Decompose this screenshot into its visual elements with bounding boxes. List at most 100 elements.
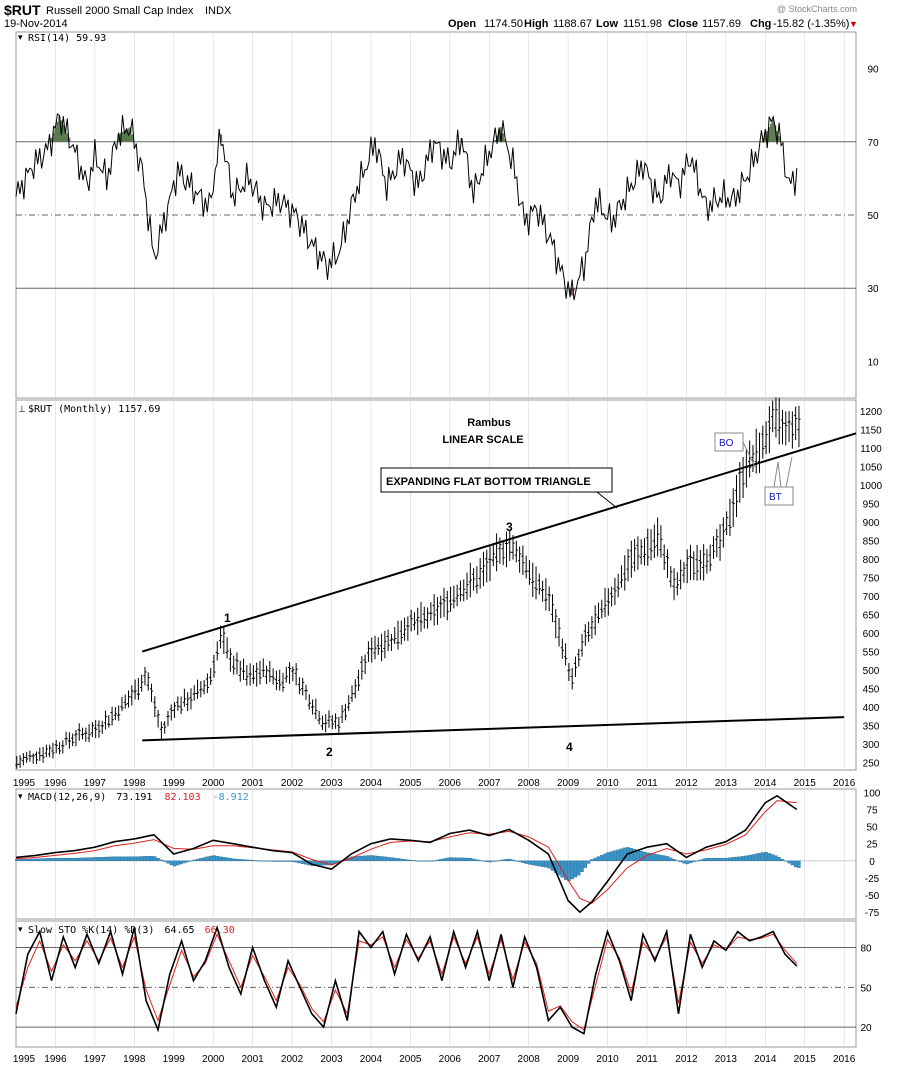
macd-hist-bar — [159, 859, 164, 861]
price-bar — [721, 517, 725, 548]
price-bar — [702, 544, 706, 581]
macd-hist-bar — [169, 860, 173, 866]
x-tick-2015: 2015 — [794, 778, 817, 789]
macd-hist-bar — [199, 858, 203, 861]
macd-hist-bar — [682, 860, 686, 864]
price-bar — [199, 681, 203, 698]
macd-hist-bar — [366, 855, 371, 861]
sto-panel-frame — [15, 920, 857, 1048]
macd-hist-bar — [215, 855, 219, 861]
price-grid — [55, 400, 845, 770]
price-bar — [264, 665, 269, 685]
price-bar — [90, 722, 94, 738]
macd-hist-bar — [662, 855, 666, 861]
price-bar — [182, 688, 186, 707]
macd-hist-bar — [797, 860, 801, 868]
price-bar — [616, 573, 620, 598]
price-bar — [518, 546, 522, 573]
price-bar — [708, 544, 712, 572]
macd-hist-bar — [363, 855, 367, 861]
macd-hist-bar — [692, 860, 696, 863]
price-bar — [794, 406, 798, 440]
macd-hist-bar — [764, 852, 768, 861]
macd-hist-bar — [255, 860, 259, 862]
price-bar — [212, 654, 216, 678]
macd-hist-bar — [577, 860, 581, 876]
price-bar — [567, 663, 571, 681]
price-ticks: 250 300 350 400 450 500 550 600 650 700 750 800 850 9… — [860, 407, 883, 769]
price-bar — [314, 698, 318, 720]
macd-hist-bar — [370, 855, 374, 861]
macd-hist-bar — [465, 857, 469, 861]
macd-hist-bar — [356, 856, 361, 861]
price-bar — [320, 715, 325, 731]
price-bar — [38, 747, 42, 762]
price-tick-250: 250 — [863, 759, 880, 770]
price-tick-800: 800 — [863, 555, 880, 566]
price-bar — [133, 679, 137, 700]
x-tick-1997: 1997 — [84, 778, 107, 789]
price-bar — [107, 715, 111, 728]
price-bar — [117, 705, 121, 721]
macd-hist-bar — [425, 860, 430, 862]
macd-hist-bar — [771, 854, 775, 861]
price-bar — [587, 621, 591, 642]
macd-hist-bar — [439, 859, 443, 861]
x-tick-2004: 2004 — [360, 778, 383, 789]
price-bar — [18, 755, 22, 768]
price-bar — [478, 558, 482, 589]
macd-hist-bar — [153, 856, 157, 861]
price-bar — [186, 692, 190, 712]
price-bar — [215, 641, 219, 661]
x-tick-2016: 2016 — [833, 778, 856, 789]
price-bar — [232, 655, 236, 675]
price-bar — [527, 560, 532, 585]
price-bar — [94, 720, 98, 738]
price-bar — [103, 710, 108, 730]
price-bar — [376, 637, 380, 655]
x-tick-2000: 2000 — [202, 1054, 225, 1065]
macd-tick-25: 25 — [866, 840, 878, 851]
macd-hist-bar — [468, 858, 472, 861]
price-bar — [771, 400, 775, 433]
x-tick-2004: 2004 — [360, 1054, 383, 1065]
price-legend: $RUT (Monthly) 1157.69 — [28, 404, 160, 415]
x-tick-2011: 2011 — [636, 1054, 658, 1065]
price-bar — [350, 685, 354, 702]
sto-ticks: 20 50 80 — [860, 944, 872, 1035]
macd-hist-bar — [728, 857, 732, 861]
macd-hist-bar — [708, 857, 712, 861]
x-tick-2012: 2012 — [675, 778, 698, 789]
macd-hist-bar — [738, 856, 742, 861]
macd-hist-bar — [15, 859, 19, 861]
price-bar — [501, 540, 505, 566]
macd-ticks: -75 -50 -25 0 25 50 75 100 — [864, 788, 881, 919]
chart-title: Rambus — [467, 417, 510, 429]
macd-hist-bar — [67, 857, 72, 861]
price-bar — [711, 536, 716, 559]
macd-hist-bar — [790, 860, 795, 866]
price-bar — [488, 546, 492, 582]
price-bar — [317, 710, 321, 725]
macd-hist-bar — [258, 860, 262, 862]
point-2-label: 2 — [326, 745, 333, 759]
macd-hist-bar — [123, 856, 127, 861]
price-panel-frame — [15, 399, 857, 771]
price-bar — [327, 710, 331, 728]
macd-hist-bar — [360, 855, 364, 861]
price-bar — [310, 699, 315, 715]
macd-hist-bar — [51, 858, 55, 861]
price-bar — [297, 677, 302, 695]
price-bar — [577, 648, 581, 667]
macd-hist-bar — [402, 859, 407, 861]
price-bar — [662, 544, 666, 571]
price-bar — [573, 656, 578, 678]
price-bar — [485, 549, 489, 583]
price-bar — [126, 690, 131, 708]
macd-hist-bar — [97, 857, 101, 861]
macd-hist-bar — [261, 860, 265, 862]
macd-hist-bar — [192, 859, 196, 861]
macd-hist-bar — [649, 853, 653, 861]
low-value: 1151.98 — [623, 18, 662, 30]
macd-hist-bar — [665, 856, 670, 861]
